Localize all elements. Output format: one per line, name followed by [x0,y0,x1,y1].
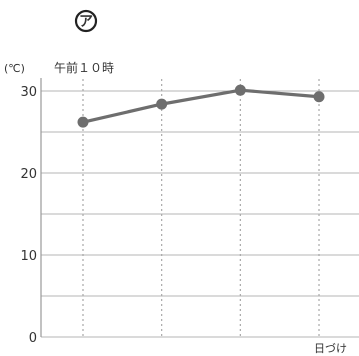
series-polyline [82,88,320,124]
data-point [156,98,168,110]
panel-marker-label: ア [79,14,93,30]
y-tick-label: 10 [20,249,37,264]
series-line [77,84,325,128]
data-point [77,116,89,128]
y-tick-label: 0 [29,331,37,346]
y-axis-unit: (℃) [4,62,25,75]
y-tick-label: 30 [20,85,37,100]
data-point [234,84,246,96]
y-tick-labels: 0 10 20 30 [20,85,37,346]
data-point [313,91,325,103]
series-label: 午前１０時 [54,60,114,75]
panel-marker: ア [74,9,98,33]
vertical-gridlines [82,79,320,337]
y-tick-label: 20 [20,167,37,182]
horizontal-gridlines [41,90,359,338]
x-axis-label: 日づけ [314,342,347,355]
